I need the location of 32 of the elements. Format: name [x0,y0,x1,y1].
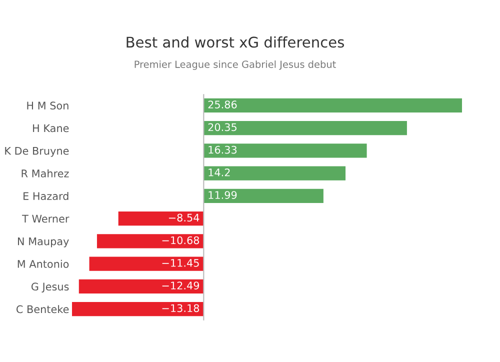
y-tick-label: G Jesus [31,282,69,292]
data-label: 20.35 [208,123,236,132]
chart-subtitle: Premier League since Gabriel Jesus debut [134,60,336,70]
bar [72,302,204,316]
y-tick-label: C Benteke [16,305,69,314]
chart-title: Best and worst xG differences [126,36,344,48]
y-tick-label: M Antonio [18,260,69,268]
bar [78,279,204,294]
bar [204,188,324,203]
bar [118,212,204,226]
data-label: 11.99 [208,191,237,199]
y-tick-label: E Hazard [24,192,68,200]
data-label: −11.45 [162,259,199,267]
data-label: −10.68 [162,236,200,244]
y-tick-label: N Maupay [18,238,69,248]
y-tick-label: T Werner [22,214,70,223]
data-label: 14.2 [208,168,230,176]
bar [204,166,346,180]
data-label: 25.86 [208,100,237,108]
data-label: −12.49 [162,282,200,290]
y-tick-label: H Kane [33,124,69,132]
y-tick-label: R Mahrez [22,169,69,178]
bar [204,98,462,112]
y-tick-label: H M Son [27,102,68,110]
data-label: 16.33 [208,146,237,154]
bar [204,144,367,158]
data-label: −13.18 [162,304,200,312]
bar [204,121,407,136]
y-tick-label: K De Bruyne [5,147,69,157]
bar [96,234,204,248]
bar [89,256,204,271]
data-label: −8.54 [168,214,200,222]
